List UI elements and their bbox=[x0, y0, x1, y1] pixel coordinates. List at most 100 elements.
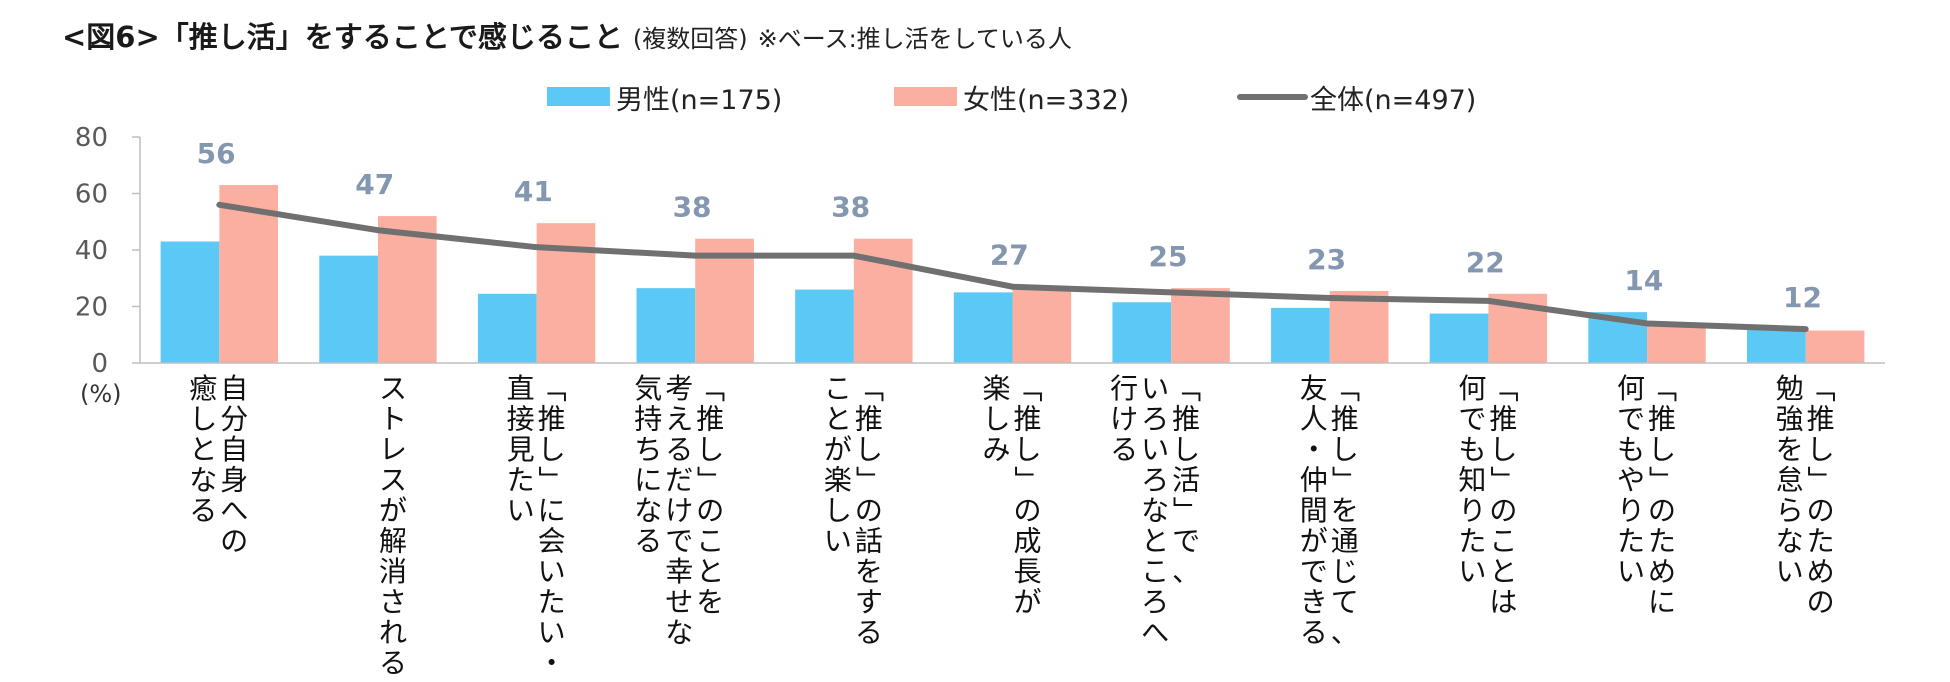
y-tick-label: 60 bbox=[75, 180, 108, 210]
category-char: い bbox=[1141, 433, 1169, 466]
legend-label-female: 女性(n=332) bbox=[963, 85, 1129, 116]
bar-female bbox=[1647, 326, 1706, 363]
category-char: し bbox=[824, 494, 852, 527]
category-char: ト bbox=[379, 402, 407, 435]
data-label: 47 bbox=[355, 168, 394, 201]
bar-female bbox=[377, 216, 437, 363]
category-char: め bbox=[1648, 555, 1676, 588]
category-char: 幸 bbox=[665, 555, 693, 588]
data-label: 27 bbox=[990, 239, 1029, 272]
category-char: な bbox=[634, 494, 662, 527]
category-char: で bbox=[1172, 524, 1200, 557]
category-char: た bbox=[1807, 524, 1835, 557]
category-char: 」 bbox=[1804, 466, 1837, 494]
bar-female bbox=[1012, 289, 1072, 363]
category-char: ち bbox=[634, 433, 662, 466]
category-char: と bbox=[189, 433, 217, 466]
category-char: ら bbox=[1776, 494, 1804, 527]
category-char: へ bbox=[220, 494, 248, 527]
category-char: へ bbox=[1141, 616, 1169, 649]
bar-male bbox=[1429, 313, 1489, 363]
category-char: た bbox=[1617, 524, 1645, 557]
category-char: 行 bbox=[1110, 372, 1138, 405]
category-char: 推 bbox=[1648, 402, 1676, 435]
category-char: 直 bbox=[507, 372, 535, 405]
category-char: 自 bbox=[220, 433, 248, 466]
category-char: し bbox=[1331, 433, 1359, 466]
category-char: 推 bbox=[1807, 402, 1835, 435]
category-char: し bbox=[1807, 433, 1835, 466]
category-char: し bbox=[1489, 433, 1517, 466]
legend-swatch-male bbox=[547, 87, 610, 106]
category-char: え bbox=[665, 402, 693, 435]
bar-male bbox=[1746, 329, 1806, 363]
category-char: 癒 bbox=[189, 372, 217, 405]
category-char: 「 bbox=[1646, 374, 1679, 402]
category-char: 仲 bbox=[1300, 463, 1328, 496]
category-char: 人 bbox=[1300, 402, 1328, 435]
category-char: 」 bbox=[852, 466, 885, 494]
category-char: ろ bbox=[1141, 463, 1169, 496]
category-char: い bbox=[507, 494, 535, 527]
category-char: を bbox=[1776, 433, 1804, 466]
category-char: に bbox=[538, 494, 566, 527]
category-char: の bbox=[1807, 585, 1835, 618]
category-char: で bbox=[665, 524, 693, 557]
category-char: も bbox=[1458, 433, 1486, 466]
bar-female bbox=[1329, 290, 1389, 363]
category-char: な bbox=[665, 616, 693, 649]
category-char: 「 bbox=[1170, 374, 1203, 402]
category-char: る bbox=[1110, 433, 1138, 466]
category-char: た bbox=[538, 585, 566, 618]
category-char: い bbox=[1141, 372, 1169, 405]
chart-title-main: <図6>「推し活」をすることで感じること bbox=[62, 20, 623, 54]
chart-title-note: ※ベース:推し活をしている人 bbox=[757, 25, 1072, 53]
category-char: 」 bbox=[1011, 466, 1044, 494]
bar-female bbox=[536, 223, 596, 363]
category-char: い bbox=[824, 524, 852, 557]
category-char: し bbox=[982, 402, 1010, 435]
category-char: こ bbox=[824, 372, 852, 405]
bar-male bbox=[795, 289, 854, 363]
category-char: 成 bbox=[1013, 524, 1041, 557]
bar-female bbox=[695, 238, 754, 363]
category-char: せ bbox=[665, 585, 693, 618]
category-char: 「 bbox=[694, 374, 727, 402]
category-char: 推 bbox=[855, 402, 883, 435]
category-char: 、 bbox=[1172, 555, 1200, 588]
legend-label-male: 男性(n=175) bbox=[616, 85, 782, 116]
category-char: 」 bbox=[694, 466, 727, 494]
category-char: 「 bbox=[1804, 374, 1837, 402]
data-label: 23 bbox=[1307, 243, 1346, 276]
category-char: れ bbox=[379, 616, 407, 649]
chart-title: <図6>「推し活」をすることで感じること (複数回答) ※ベース:推し活をしている人 bbox=[62, 14, 1072, 56]
category-char: る bbox=[665, 433, 693, 466]
category-char: す bbox=[855, 585, 883, 618]
category-char: 強 bbox=[1776, 402, 1804, 435]
category-char: の bbox=[1489, 494, 1517, 527]
category-char: 解 bbox=[379, 524, 407, 557]
category-char: 知 bbox=[1458, 463, 1486, 496]
category-char: 推 bbox=[1013, 402, 1041, 435]
category-char: 推 bbox=[1489, 402, 1517, 435]
category-char: の bbox=[220, 524, 248, 557]
category-char: た bbox=[1648, 524, 1676, 557]
category-char: で bbox=[1617, 402, 1645, 435]
category-char: 「 bbox=[1011, 374, 1044, 402]
category-char: な bbox=[189, 463, 217, 496]
bar-female bbox=[1805, 330, 1865, 363]
bar-male bbox=[1271, 307, 1330, 363]
category-char: こ bbox=[1141, 555, 1169, 588]
category-char: 「 bbox=[852, 374, 885, 402]
category-char: し bbox=[538, 433, 566, 466]
y-tick-label: 40 bbox=[75, 236, 108, 266]
category-char: 、 bbox=[1331, 616, 1359, 649]
data-label: 38 bbox=[673, 191, 712, 224]
category-char: 何 bbox=[1617, 372, 1645, 405]
category-char: の bbox=[1648, 494, 1676, 527]
category-char: で bbox=[1300, 555, 1328, 588]
category-char: 身 bbox=[220, 463, 248, 496]
category-char: り bbox=[1458, 494, 1486, 527]
bar-male bbox=[477, 293, 537, 363]
category-char: に bbox=[634, 463, 662, 496]
